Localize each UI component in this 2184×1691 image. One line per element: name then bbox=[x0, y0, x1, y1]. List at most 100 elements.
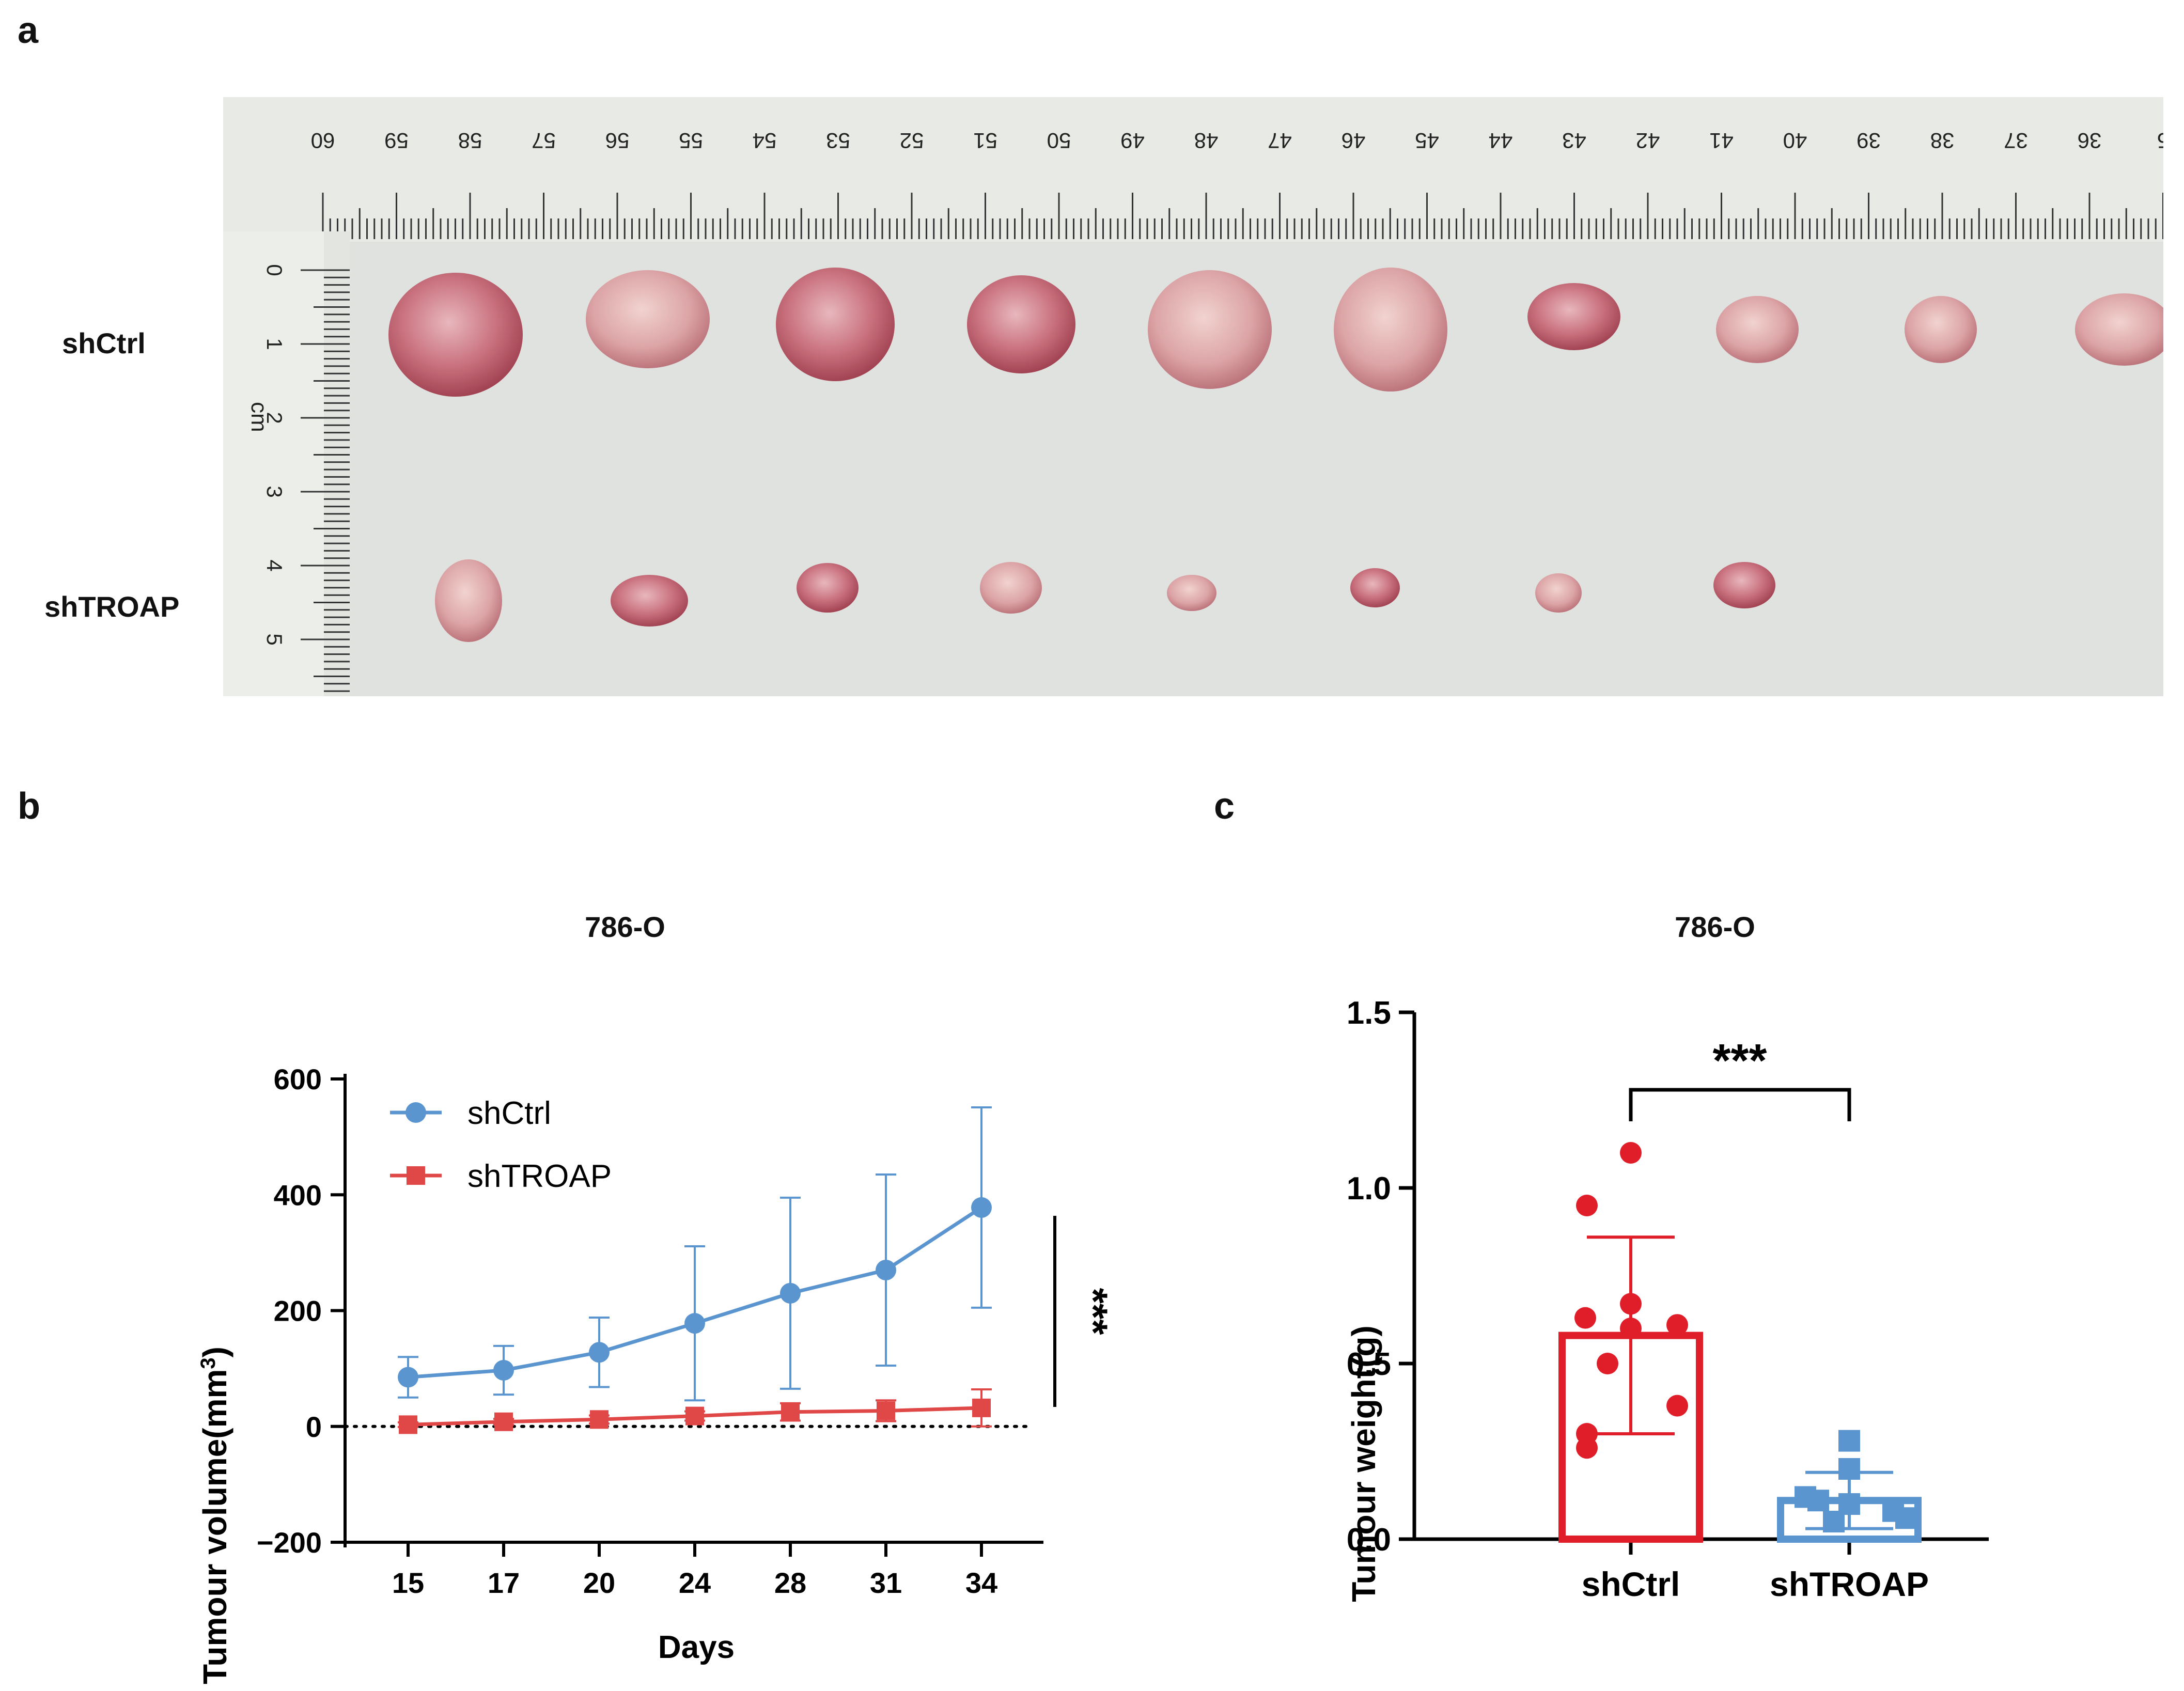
chart-c: 0.0 0.5 1.0 1.5 shCtrl shTROAP Tumour weight(… bbox=[1345, 995, 1989, 1603]
chart-b-legend-marker bbox=[405, 1102, 426, 1123]
chart-b-point bbox=[684, 1313, 705, 1334]
tumour-shtroap bbox=[1167, 575, 1216, 611]
chart-b-point bbox=[877, 1401, 895, 1420]
ruler-top-label: 52 bbox=[900, 129, 924, 153]
ruler-top-label: 50 bbox=[1047, 129, 1071, 153]
tumour-shtroap bbox=[611, 575, 688, 627]
ruler-top-label: 45 bbox=[1415, 129, 1439, 153]
chart-b-x-tick-label: 34 bbox=[965, 1567, 997, 1599]
ruler-left-label: 4 bbox=[262, 559, 287, 571]
chart-b: −200 0 200 400 600 15 17 20 24 28 31 34 Days Tumour… bbox=[196, 1063, 1116, 1684]
chart-b-ylabel-close: ) bbox=[196, 1346, 233, 1357]
chart-b-ylabel: Tumour volume(mm3) bbox=[196, 1346, 233, 1684]
ruler-left-label: 3 bbox=[262, 486, 287, 497]
chart-c-point bbox=[1620, 1293, 1642, 1315]
chart-c-plot bbox=[1558, 1142, 1922, 1543]
chart-c-point bbox=[1574, 1307, 1596, 1329]
chart-c-point bbox=[1576, 1437, 1598, 1459]
tumour-shtroap bbox=[1713, 562, 1775, 608]
ruler-top bbox=[223, 97, 2163, 242]
ruler-top-label: 41 bbox=[1709, 129, 1734, 153]
chart-b-y-tick-label: 400 bbox=[274, 1179, 322, 1211]
tumour-shctrl bbox=[1905, 296, 1977, 363]
chart-b-y-tick-label: 600 bbox=[274, 1063, 322, 1095]
chart-c-point bbox=[1838, 1430, 1860, 1452]
chart-c-point bbox=[1838, 1458, 1860, 1480]
panel-letter-b: b bbox=[18, 786, 40, 827]
ruler-top-label: 49 bbox=[1120, 129, 1145, 153]
chart-c-significance-bracket bbox=[1629, 1088, 1851, 1121]
chart-b-legend-label: shTROAP bbox=[467, 1158, 612, 1194]
tumour-shtroap bbox=[980, 562, 1042, 614]
chart-b-point bbox=[493, 1359, 514, 1381]
chart-c-point bbox=[1895, 1507, 1917, 1529]
chart-c-ylabel: Tumour weight(g) bbox=[1345, 1325, 1382, 1602]
chart-b-title: 786-O bbox=[585, 911, 665, 943]
chart-b-point bbox=[876, 1260, 896, 1281]
tumour-shctrl bbox=[1334, 268, 1447, 392]
chart-b-ylabel-superscript: 3 bbox=[197, 1357, 220, 1369]
ruler-left-label: 0 bbox=[262, 264, 287, 276]
chart-c-point bbox=[1823, 1511, 1845, 1532]
chart-c-group-shTROAP bbox=[1777, 1430, 1922, 1543]
chart-b-point bbox=[685, 1406, 704, 1426]
ruler-left-label: 1 bbox=[262, 338, 287, 350]
chart-b-point bbox=[780, 1282, 801, 1304]
chart-c-point bbox=[1620, 1142, 1642, 1164]
ruler-top-label: 39 bbox=[1857, 129, 1881, 153]
tumour-photo: 60 59 58 57 56 55 54 53 52 51 50 49 48 47 46 45 44 43 42 41… bbox=[223, 97, 2163, 696]
chart-b-series-shTROAP bbox=[398, 1388, 992, 1434]
chart-b-significance-label: *** bbox=[1071, 1288, 1116, 1335]
chart-c-point bbox=[1597, 1353, 1618, 1374]
chart-b-point bbox=[781, 1402, 800, 1421]
ruler-top-label: 48 bbox=[1194, 129, 1219, 153]
ruler-top-ticks: 60 59 58 57 56 55 54 53 52 51 50 49 48 47 46 45 44 43 42 41… bbox=[311, 129, 2163, 239]
chart-c-group-shCtrl bbox=[1558, 1142, 1703, 1543]
chart-b-significance: *** bbox=[1053, 1216, 1116, 1407]
tumour-shctrl bbox=[586, 270, 710, 368]
chart-c-point bbox=[1620, 1318, 1642, 1339]
chart-b-axes: −200 0 200 400 600 15 17 20 24 28 31 34 bbox=[257, 1063, 1043, 1599]
ruler-top-label: 43 bbox=[1562, 129, 1586, 153]
chart-c-title: 786-O bbox=[1675, 911, 1755, 943]
chart-b-point bbox=[971, 1197, 992, 1218]
chart-b-legend-label: shCtrl bbox=[467, 1095, 551, 1131]
ruler-left-label: 2 bbox=[262, 412, 287, 424]
ruler-top-label: 57 bbox=[532, 129, 556, 153]
chart-b-plot bbox=[398, 1106, 992, 1434]
ruler-top-label: 38 bbox=[1930, 129, 1955, 153]
ruler-top-label: 58 bbox=[458, 129, 482, 153]
tumour-shtroap bbox=[797, 563, 859, 613]
chart-b-y-tick-label: −200 bbox=[257, 1526, 322, 1559]
tumour-shtroap bbox=[1535, 573, 1582, 613]
chart-c-y-tick-label: 1.0 bbox=[1347, 1171, 1391, 1207]
chart-b-x-tick-label: 15 bbox=[392, 1567, 424, 1599]
ruler-top-label: 5 bbox=[2157, 129, 2163, 153]
chart-c-significance-label: *** bbox=[1712, 1035, 1767, 1087]
chart-c-y-tick-label: 1.5 bbox=[1347, 995, 1391, 1031]
ruler-top-label: 46 bbox=[1341, 129, 1366, 153]
chart-b-point bbox=[590, 1410, 609, 1429]
chart-c-y-tick-label: 0.5 bbox=[1347, 1346, 1391, 1382]
tumour-shtroap bbox=[435, 559, 502, 642]
ruler-top-label: 36 bbox=[2078, 129, 2102, 153]
chart-b-x-tick-label: 20 bbox=[583, 1567, 615, 1599]
chart-b-legend: shCtrl shTROAP bbox=[390, 1095, 612, 1194]
chart-c-point bbox=[1807, 1490, 1829, 1512]
ruler-top-label: 54 bbox=[753, 129, 777, 153]
chart-b-point bbox=[589, 1342, 610, 1363]
tumour-shctrl bbox=[2075, 293, 2163, 366]
tumour-photo-drawing: 60 59 58 57 56 55 54 53 52 51 50 49 48 47 46 45 44 43 42 41… bbox=[223, 97, 2163, 696]
chart-c-x-tick-label: shTROAP bbox=[1770, 1565, 1929, 1603]
panel-letter-a: a bbox=[18, 10, 39, 51]
chart-b-y-tick-label: 0 bbox=[306, 1411, 322, 1443]
ruler-top-label: 60 bbox=[311, 129, 335, 153]
ruler-left-label: 5 bbox=[262, 633, 287, 645]
chart-c-point bbox=[1666, 1395, 1688, 1417]
tumour-shctrl bbox=[388, 273, 523, 397]
panel-letter-c: c bbox=[1214, 786, 1235, 827]
chart-c-significance: *** bbox=[1629, 1035, 1851, 1121]
chart-b-point bbox=[398, 1367, 418, 1388]
ruler-top-label: 51 bbox=[973, 129, 997, 153]
ruler-top-label: 59 bbox=[384, 129, 409, 153]
